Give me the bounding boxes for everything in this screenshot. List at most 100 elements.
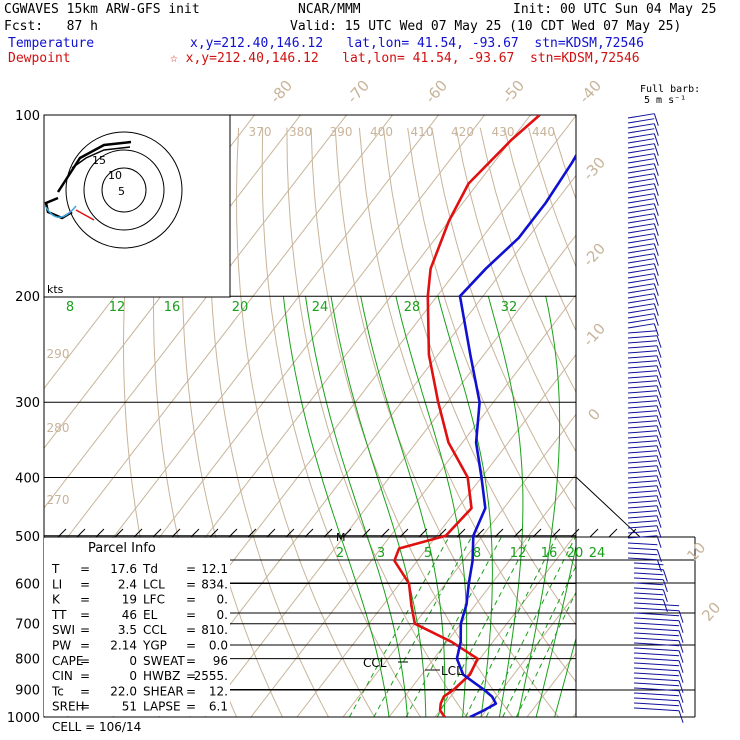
wind-barb-flag bbox=[653, 253, 659, 266]
parcel-eq: = bbox=[186, 639, 196, 653]
freezing-hatch bbox=[247, 528, 257, 538]
wind-barb bbox=[627, 415, 658, 419]
hodograph-trace-surface bbox=[45, 205, 77, 218]
parcel-info-title: Parcel Info bbox=[88, 541, 156, 556]
dewpoint-profile bbox=[393, 115, 541, 717]
wind-barb-flag bbox=[653, 233, 659, 246]
freezing-hatch bbox=[133, 528, 143, 538]
barb-key-units: 5 m s⁻¹ bbox=[644, 95, 687, 106]
wind-barb-flag bbox=[653, 283, 659, 296]
parcel-eq: = bbox=[80, 577, 90, 591]
wind-barb-flag bbox=[653, 153, 659, 166]
pressure-label: 500 bbox=[15, 530, 40, 545]
parcel-value: 12. bbox=[209, 684, 228, 698]
wind-barb-flag bbox=[656, 445, 662, 458]
wind-barb-flag bbox=[653, 183, 659, 196]
wind-barb bbox=[627, 283, 655, 289]
forecast-hour: Fcst: 87 h bbox=[4, 19, 98, 34]
moist-adiabat-line bbox=[535, 543, 576, 717]
wind-barb bbox=[627, 350, 658, 354]
wind-barb bbox=[627, 253, 655, 259]
dry-adiabat-line bbox=[625, 128, 740, 730]
lower-panel-line bbox=[575, 476, 641, 538]
wind-barb bbox=[627, 520, 658, 524]
wind-barb bbox=[627, 258, 655, 264]
wind-barb-flag bbox=[656, 415, 662, 428]
wind-barb bbox=[627, 445, 658, 449]
theta-label: 410 bbox=[411, 125, 434, 139]
parcel-key: HWBZ bbox=[143, 669, 180, 683]
parcel-value: 810. bbox=[201, 623, 228, 637]
wind-barb bbox=[627, 153, 655, 159]
temperature-profile bbox=[455, 153, 576, 717]
wind-barb bbox=[633, 642, 680, 647]
wind-barb bbox=[627, 133, 655, 139]
wind-barb bbox=[627, 525, 658, 529]
wind-barb bbox=[633, 647, 680, 652]
isotherm-line bbox=[296, 353, 576, 717]
hodograph-box bbox=[43, 114, 231, 298]
dry-adiabat-line bbox=[528, 127, 576, 268]
parcel-key: LI bbox=[52, 577, 62, 591]
wind-barb bbox=[627, 405, 658, 409]
hodograph-ring bbox=[65, 131, 183, 249]
dry-adiabat-line bbox=[334, 127, 560, 717]
dry-adiabat-line bbox=[601, 128, 740, 730]
parcel-eq: = bbox=[80, 700, 90, 714]
wind-barb-flag bbox=[653, 243, 659, 256]
hodograph-ring bbox=[101, 167, 147, 213]
freezing-hatch bbox=[608, 528, 618, 538]
wind-barb-flag bbox=[656, 515, 662, 528]
wind-barb bbox=[633, 707, 680, 712]
init-time: Init: 00 UTC Sun 04 May 25 bbox=[513, 2, 717, 17]
moist-adiabat-line bbox=[360, 296, 446, 717]
parcel-key: SHEAR bbox=[143, 684, 184, 698]
mixing-ratio-label: 8 bbox=[473, 546, 481, 561]
wind-barb-flag bbox=[653, 293, 659, 306]
dry-adiabat-line bbox=[479, 127, 576, 394]
wind-barb bbox=[627, 163, 655, 169]
wind-barb bbox=[633, 627, 680, 632]
parcel-eq: = bbox=[186, 700, 196, 714]
freezing-hatch bbox=[304, 528, 314, 538]
wind-barb bbox=[627, 552, 658, 556]
wind-barb bbox=[627, 293, 655, 299]
wind-barb-flag bbox=[662, 569, 668, 582]
pressure-label: 600 bbox=[15, 577, 40, 592]
hodograph-ring-label: 5 bbox=[118, 185, 125, 198]
wind-barb bbox=[633, 637, 680, 642]
parcel-key: YGP bbox=[142, 639, 167, 653]
parcel-key: PW bbox=[52, 639, 71, 653]
parcel-eq: = bbox=[80, 654, 90, 668]
parcel-eq: = bbox=[186, 669, 196, 683]
freezing-hatch bbox=[494, 528, 504, 538]
wind-barb bbox=[633, 612, 680, 617]
mixing-ratio-label: 20 bbox=[567, 546, 584, 561]
wind-barb bbox=[627, 460, 658, 464]
freezing-hatch bbox=[95, 528, 105, 538]
wind-barb-flag bbox=[656, 395, 662, 408]
wind-barb bbox=[627, 375, 658, 379]
wind-barb bbox=[633, 572, 664, 576]
hodograph-ring bbox=[83, 149, 165, 231]
isotherm-label: -10 bbox=[579, 320, 609, 350]
wind-barb-flag bbox=[653, 193, 659, 206]
wind-barb bbox=[627, 465, 658, 469]
wind-barb-flag bbox=[656, 425, 662, 438]
wind-barb bbox=[627, 198, 655, 204]
wind-barb bbox=[627, 208, 655, 214]
wind-barb bbox=[633, 687, 680, 692]
wind-barb bbox=[627, 308, 655, 314]
wind-barb bbox=[627, 430, 658, 434]
wind-barb bbox=[627, 213, 655, 219]
wind-barb bbox=[627, 360, 658, 364]
mixing-ratio-line bbox=[502, 565, 576, 717]
hodograph-shear-vector bbox=[75, 209, 95, 221]
dry-adiabat-line bbox=[286, 127, 468, 717]
isotherm-label: -30 bbox=[579, 154, 609, 184]
freezing-hatch bbox=[570, 528, 580, 538]
wind-barb bbox=[627, 380, 658, 384]
wind-barb-flag bbox=[656, 495, 662, 508]
wind-barb bbox=[633, 577, 664, 581]
